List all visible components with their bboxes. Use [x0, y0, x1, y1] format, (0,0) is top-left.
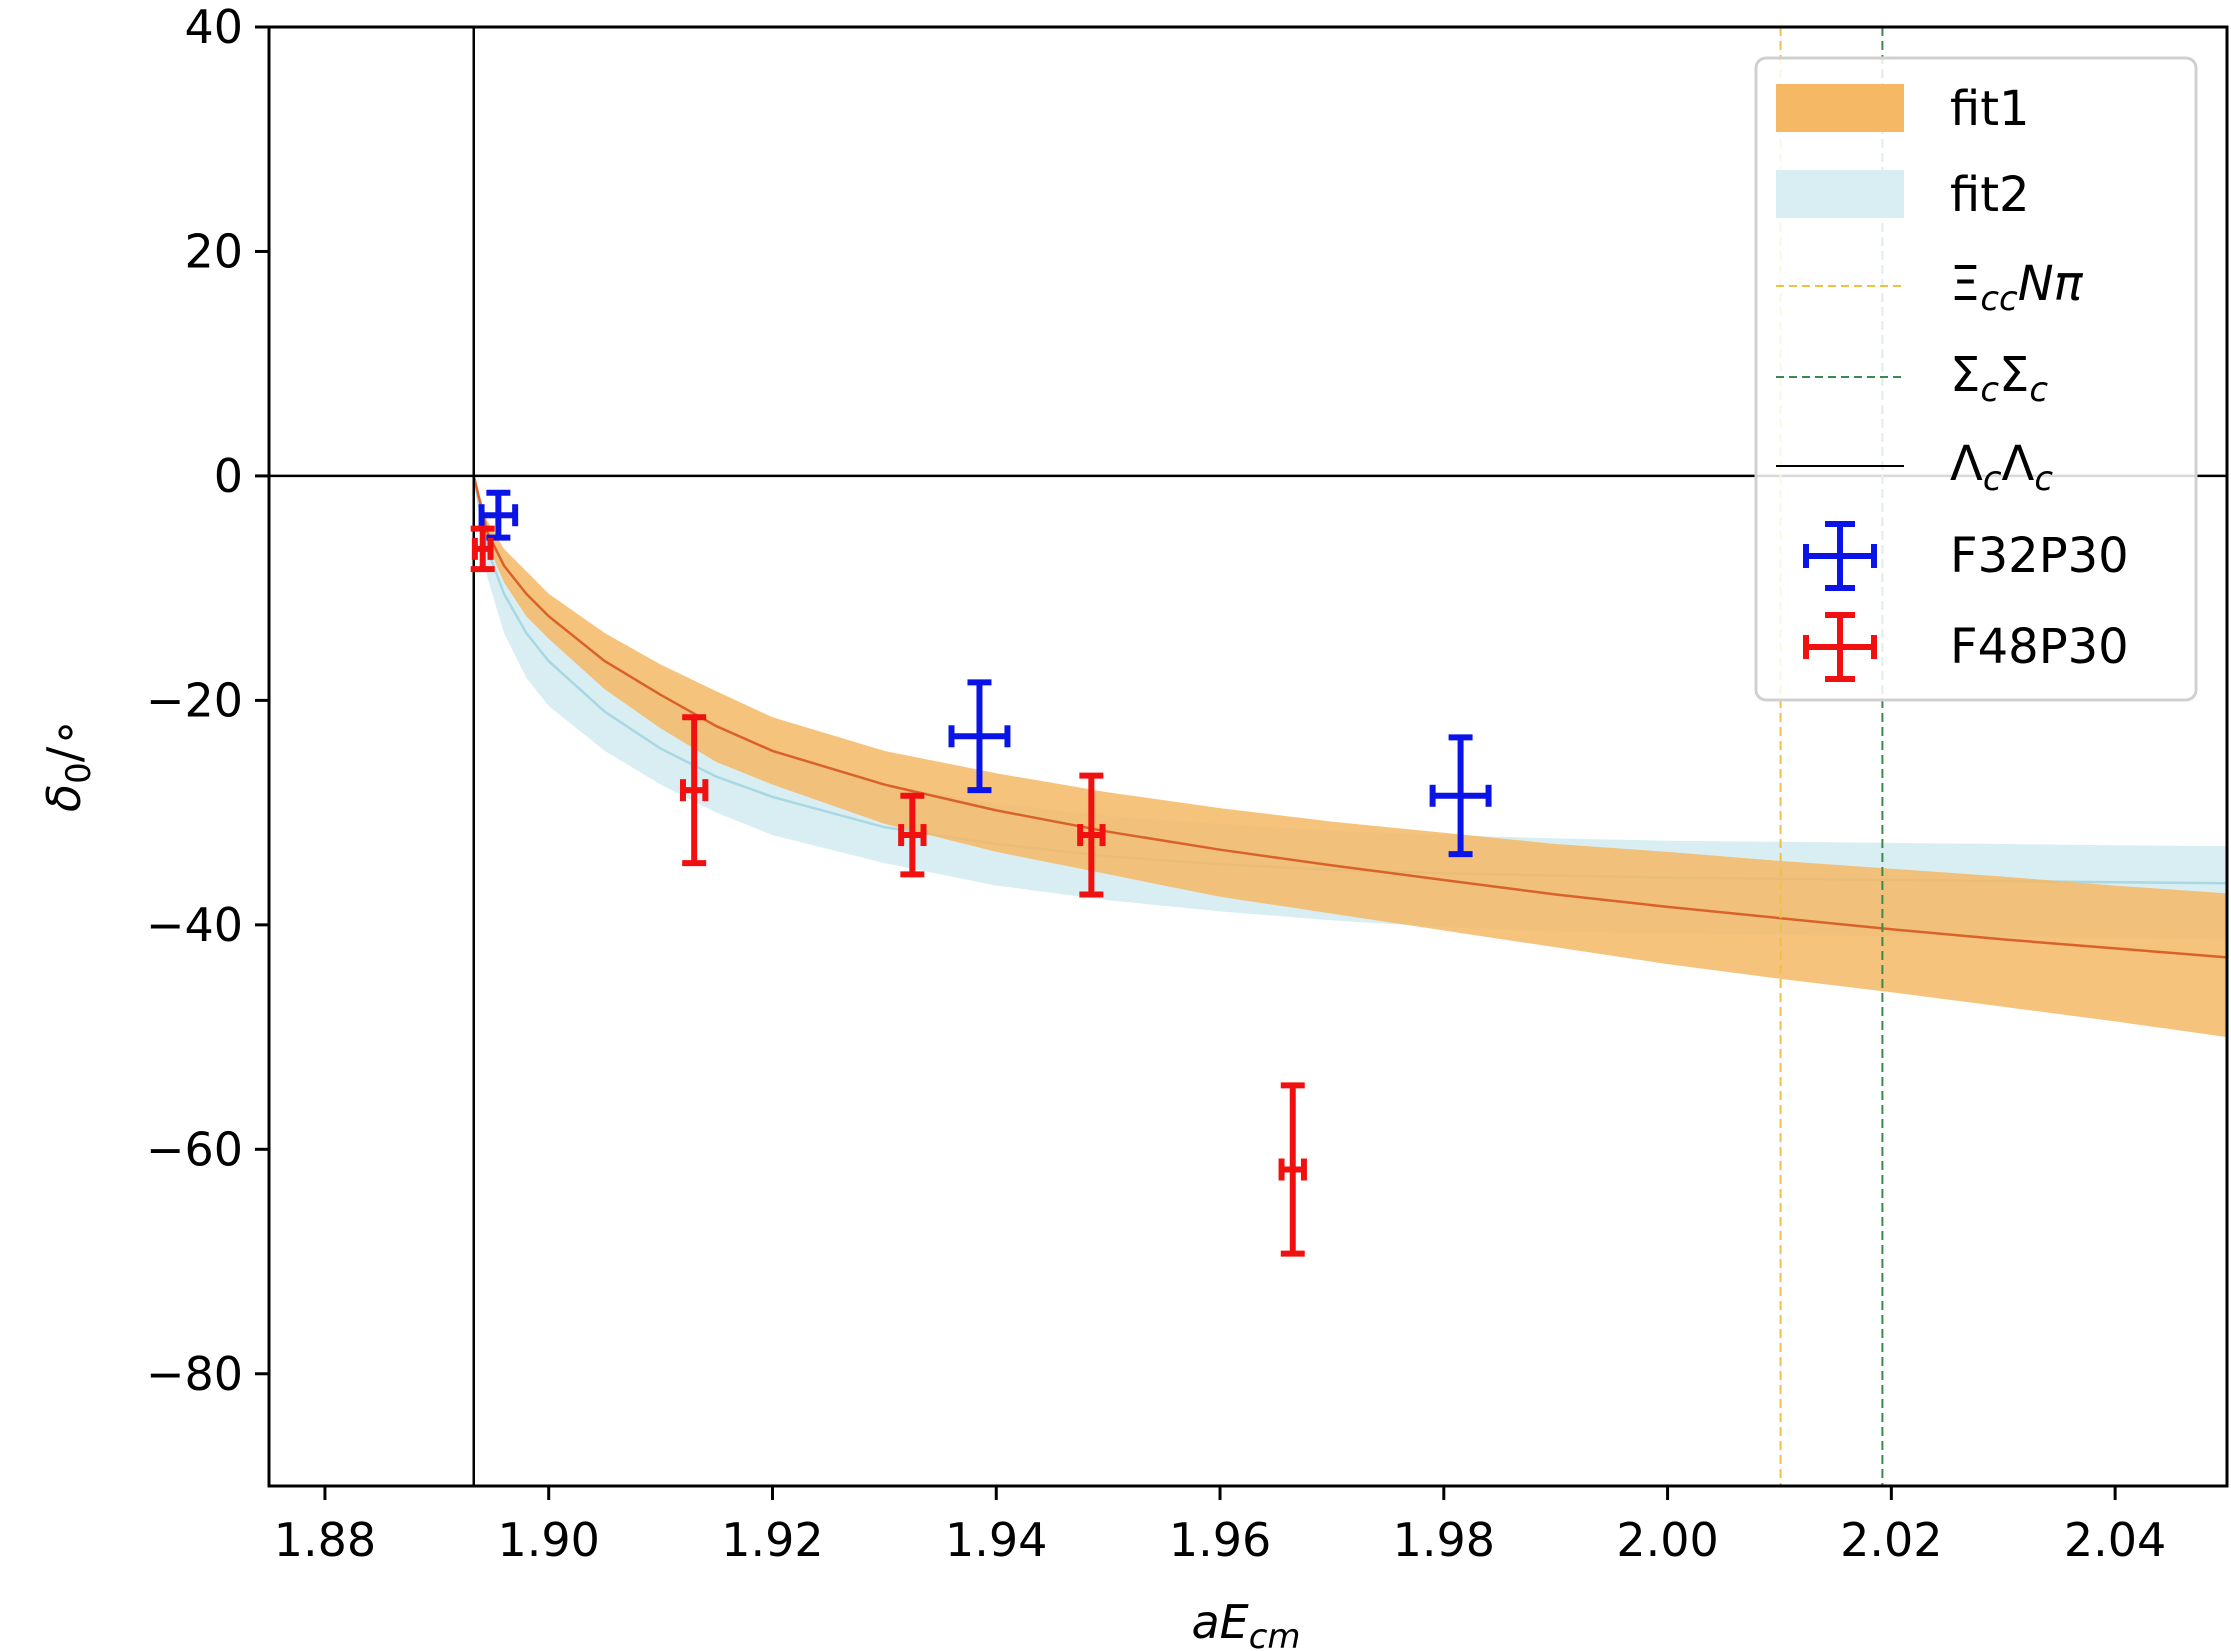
x-tick-label: 1.88: [274, 1513, 376, 1567]
y-axis-title: δ0/∘: [37, 718, 99, 812]
legend-box: [1754, 56, 2198, 702]
point-F48P30-1: [679, 714, 709, 867]
legend-label-f32: F32P30: [1950, 528, 2129, 584]
y-tick-label: 20: [184, 224, 243, 278]
x-axis-title: aEcm: [1191, 1595, 1300, 1651]
x-tick-label: 2.02: [1840, 1513, 1942, 1567]
y-tick-label: −40: [146, 898, 243, 952]
x-tick-label: 1.92: [721, 1513, 823, 1567]
y-axis-ticks: 40 20 0 −20 −40 −60 −80: [146, 0, 269, 1401]
legend-marker-f48: [1803, 612, 1877, 682]
legend-label-f48: F48P30: [1950, 619, 2129, 675]
y-tick-label: −20: [146, 673, 243, 727]
x-tick-label: 2.00: [1616, 1513, 1718, 1567]
band-fit1: [473, 475, 2227, 1038]
point-F48P30-3: [1077, 772, 1106, 898]
x-tick-label: 1.98: [1393, 1513, 1495, 1567]
point-F32P30-1: [948, 679, 1011, 794]
legend-swatch-fit2: [1776, 170, 1904, 218]
point-F48P30-4: [1278, 1082, 1307, 1257]
legend-label-fit2: fit2: [1950, 167, 2030, 223]
legend-swatch-fit1: [1776, 84, 1904, 132]
y-tick-label: 40: [184, 0, 243, 54]
point-F32P30-0: [478, 489, 519, 541]
x-axis-ticks: 1.88 1.90 1.92 1.94 1.96 1.98 2.00 2.02 2.04: [274, 1486, 2166, 1567]
y-tick-label: −80: [146, 1347, 243, 1401]
legend-label-lambda: ΛcΛc: [1950, 436, 2053, 499]
legend-label-sigma: ΣcΣc: [1950, 347, 2048, 410]
x-tick-label: 2.04: [2064, 1513, 2166, 1567]
x-tick-label: 1.96: [1169, 1513, 1271, 1567]
point-F32P30-2: [1429, 734, 1492, 858]
data-points: [470, 489, 1492, 1257]
legend: fit1 fit2 ΞccNπ ΣcΣc ΛcΛc F32P30 F48P30: [1754, 56, 2198, 702]
plot-area: [269, 27, 2227, 1486]
x-tick-label: 1.94: [945, 1513, 1047, 1567]
legend-label-fit1: fit1: [1950, 81, 2030, 137]
axes-frame: [267, 25, 2229, 1488]
y-tick-label: 0: [214, 449, 243, 503]
point-F48P30-0: [470, 525, 495, 573]
legend-label-xi: ΞccNπ: [1950, 256, 2084, 319]
band-line-fit1: [472, 475, 2227, 959]
legend-marker-f32: [1803, 521, 1877, 591]
y-tick-label: −60: [146, 1122, 243, 1176]
x-tick-label: 1.90: [498, 1513, 600, 1567]
point-F48P30-2: [898, 792, 927, 878]
